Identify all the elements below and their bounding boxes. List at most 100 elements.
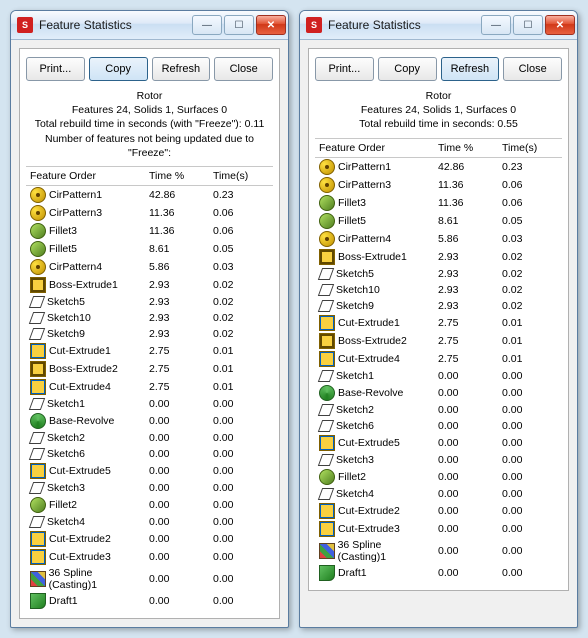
minimize-button[interactable]: — — [192, 15, 222, 35]
table-row[interactable]: Sketch52.930.02 — [315, 266, 562, 282]
table-row[interactable]: Fillet311.360.06 — [315, 194, 562, 212]
table-row[interactable]: Sketch60.000.00 — [315, 418, 562, 434]
feature-name: Sketch5 — [336, 268, 374, 280]
table-row[interactable]: Fillet311.360.06 — [26, 222, 273, 240]
table-row[interactable]: Sketch10.000.00 — [26, 396, 273, 412]
table-row[interactable]: CirPattern311.360.06 — [315, 176, 562, 194]
table-row[interactable]: Sketch10.000.00 — [315, 368, 562, 384]
close-window-button[interactable]: ✕ — [256, 15, 286, 35]
feature-name: Sketch1 — [47, 398, 85, 410]
table-row[interactable]: Cut-Extrude12.750.01 — [315, 314, 562, 332]
table-row[interactable]: Sketch52.930.02 — [26, 294, 273, 310]
table-row[interactable]: Draft10.000.00 — [315, 564, 562, 582]
feature-statistics-window: SFeature Statistics—☐✕ Print...CopyRefres… — [10, 10, 289, 628]
table-row[interactable]: Cut-Extrude20.000.00 — [26, 530, 273, 548]
table-row[interactable]: Base-Revolve0.000.00 — [315, 384, 562, 402]
column-header-feature[interactable]: Feature Order — [315, 138, 434, 157]
feature-name: Draft1 — [49, 595, 78, 607]
table-row[interactable]: Fillet58.610.05 — [26, 240, 273, 258]
table-row[interactable]: Draft10.000.00 — [26, 592, 273, 610]
column-header-time-s[interactable]: Time(s) — [498, 138, 562, 157]
boss-icon — [30, 277, 46, 293]
refresh-button[interactable]: Refresh — [152, 57, 211, 81]
cut-icon — [30, 343, 46, 359]
print-button[interactable]: Print... — [26, 57, 85, 81]
table-row[interactable]: CirPattern142.860.23 — [315, 157, 562, 176]
column-header-time-s[interactable]: Time(s) — [209, 166, 273, 185]
table-row[interactable]: Fillet58.610.05 — [315, 212, 562, 230]
maximize-button[interactable]: ☐ — [224, 15, 254, 35]
time-pct-cell: 0.00 — [434, 520, 498, 538]
table-row[interactable]: Cut-Extrude42.750.01 — [26, 378, 273, 396]
table-row[interactable]: Cut-Extrude50.000.00 — [315, 434, 562, 452]
table-row[interactable]: Sketch20.000.00 — [26, 430, 273, 446]
table-row[interactable]: 36 Spline (Casting)10.000.00 — [26, 566, 273, 592]
refresh-button[interactable]: Refresh — [441, 57, 500, 81]
time-s-cell: 0.02 — [498, 282, 562, 298]
boss-icon — [30, 361, 46, 377]
close-window-button[interactable]: ✕ — [545, 15, 575, 35]
table-row[interactable]: Sketch20.000.00 — [315, 402, 562, 418]
time-pct-cell: 2.93 — [434, 266, 498, 282]
titlebar[interactable]: SFeature Statistics—☐✕ — [300, 11, 577, 40]
table-row[interactable]: CirPattern45.860.03 — [26, 258, 273, 276]
close-button[interactable]: Close — [503, 57, 562, 81]
time-pct-cell: 0.00 — [434, 434, 498, 452]
table-row[interactable]: Cut-Extrude30.000.00 — [315, 520, 562, 538]
close-button[interactable]: Close — [214, 57, 273, 81]
column-header-time-pct[interactable]: Time % — [434, 138, 498, 157]
feature-name: Cut-Extrude2 — [338, 505, 400, 517]
table-row[interactable]: Fillet20.000.00 — [26, 496, 273, 514]
table-row[interactable]: 36 Spline (Casting)10.000.00 — [315, 538, 562, 564]
table-row[interactable]: Sketch40.000.00 — [26, 514, 273, 530]
column-header-feature[interactable]: Feature Order — [26, 166, 145, 185]
table-row[interactable]: Cut-Extrude12.750.01 — [26, 342, 273, 360]
time-s-cell: 0.00 — [209, 530, 273, 548]
table-row[interactable]: Boss-Extrude12.930.02 — [26, 276, 273, 294]
time-s-cell: 0.00 — [209, 430, 273, 446]
time-s-cell: 0.01 — [498, 314, 562, 332]
copy-button[interactable]: Copy — [89, 57, 148, 81]
table-row[interactable]: Sketch30.000.00 — [315, 452, 562, 468]
minimize-button[interactable]: — — [481, 15, 511, 35]
table-row[interactable]: Sketch60.000.00 — [26, 446, 273, 462]
feature-name: CirPattern3 — [338, 179, 391, 191]
table-row[interactable]: Cut-Extrude20.000.00 — [315, 502, 562, 520]
table-row[interactable]: Sketch40.000.00 — [315, 486, 562, 502]
time-s-cell: 0.01 — [209, 342, 273, 360]
table-row[interactable]: CirPattern311.360.06 — [26, 204, 273, 222]
time-s-cell: 0.00 — [209, 514, 273, 530]
table-row[interactable]: Base-Revolve0.000.00 — [26, 412, 273, 430]
maximize-button[interactable]: ☐ — [513, 15, 543, 35]
feature-name: Sketch4 — [336, 488, 374, 500]
table-row[interactable]: Boss-Extrude12.930.02 — [315, 248, 562, 266]
print-button[interactable]: Print... — [315, 57, 374, 81]
feature-name: Boss-Extrude1 — [49, 279, 118, 291]
table-row[interactable]: Fillet20.000.00 — [315, 468, 562, 486]
time-s-cell: 0.01 — [209, 378, 273, 396]
copy-button[interactable]: Copy — [378, 57, 437, 81]
time-s-cell: 0.00 — [209, 446, 273, 462]
table-row[interactable]: Boss-Extrude22.750.01 — [315, 332, 562, 350]
table-row[interactable]: Sketch92.930.02 — [26, 326, 273, 342]
cut-icon — [319, 435, 335, 451]
table-row[interactable]: CirPattern142.860.23 — [26, 185, 273, 204]
time-s-cell: 0.00 — [498, 368, 562, 384]
summary-block: RotorFeatures 24, Solids 1, Surfaces 0To… — [315, 89, 562, 132]
table-row[interactable]: Cut-Extrude50.000.00 — [26, 462, 273, 480]
table-row[interactable]: CirPattern45.860.03 — [315, 230, 562, 248]
feature-name: Fillet2 — [49, 499, 77, 511]
column-header-time-pct[interactable]: Time % — [145, 166, 209, 185]
table-row[interactable]: Sketch102.930.02 — [315, 282, 562, 298]
time-s-cell: 0.00 — [498, 520, 562, 538]
titlebar[interactable]: SFeature Statistics—☐✕ — [11, 11, 288, 40]
sketch-icon — [30, 515, 44, 529]
table-row[interactable]: Sketch92.930.02 — [315, 298, 562, 314]
table-row[interactable]: Boss-Extrude22.750.01 — [26, 360, 273, 378]
table-row[interactable]: Cut-Extrude42.750.01 — [315, 350, 562, 368]
feature-count-line: Features 24, Solids 1, Surfaces 0 — [315, 103, 562, 117]
table-row[interactable]: Sketch102.930.02 — [26, 310, 273, 326]
table-row[interactable]: Sketch30.000.00 — [26, 480, 273, 496]
feature-name: Sketch3 — [336, 454, 374, 466]
time-s-cell: 0.03 — [209, 258, 273, 276]
